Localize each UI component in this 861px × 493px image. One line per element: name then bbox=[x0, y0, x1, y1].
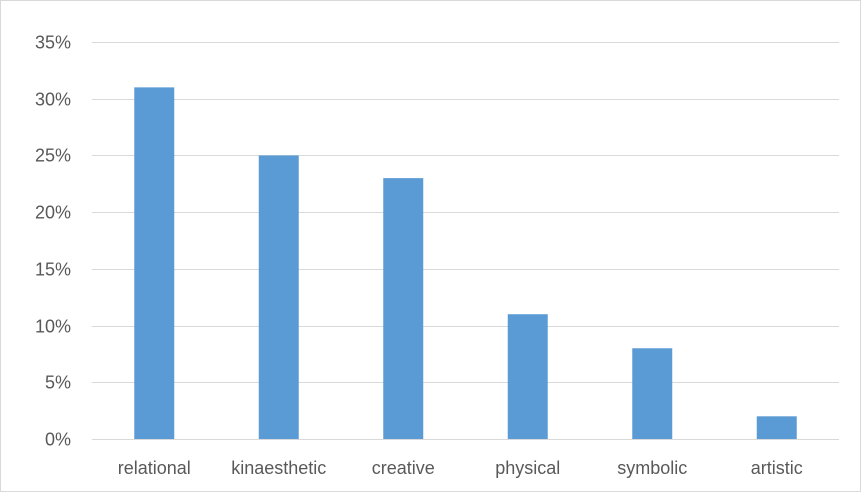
x-category-label: artistic bbox=[751, 458, 803, 478]
y-tick-label: 35% bbox=[35, 33, 71, 53]
gridlines bbox=[92, 42, 839, 440]
x-category-label: relational bbox=[118, 458, 191, 478]
y-tick-label: 25% bbox=[35, 146, 71, 166]
y-tick-label: 20% bbox=[35, 203, 71, 223]
bar-symbolic bbox=[632, 348, 673, 439]
y-axis-tick-labels: 0% 5% 10% 15% 20% 25% 30% 35% bbox=[35, 33, 71, 450]
y-tick-label: 10% bbox=[35, 317, 71, 337]
bar-physical bbox=[507, 314, 548, 439]
bar-kinaesthetic bbox=[258, 155, 299, 439]
bar-relational bbox=[134, 87, 175, 439]
x-category-label: symbolic bbox=[617, 458, 687, 478]
x-axis-category-labels: relational kinaesthetic creative physical sy… bbox=[118, 458, 803, 478]
x-category-label: creative bbox=[372, 458, 435, 478]
bar-artistic bbox=[756, 416, 797, 439]
y-tick-label: 0% bbox=[45, 430, 71, 450]
y-tick-label: 5% bbox=[45, 373, 71, 393]
y-tick-label: 30% bbox=[35, 90, 71, 110]
y-tick-label: 15% bbox=[35, 260, 71, 280]
x-category-label: physical bbox=[495, 458, 560, 478]
bars bbox=[134, 87, 797, 439]
bar-creative bbox=[383, 178, 424, 439]
x-category-label: kinaesthetic bbox=[231, 458, 326, 478]
